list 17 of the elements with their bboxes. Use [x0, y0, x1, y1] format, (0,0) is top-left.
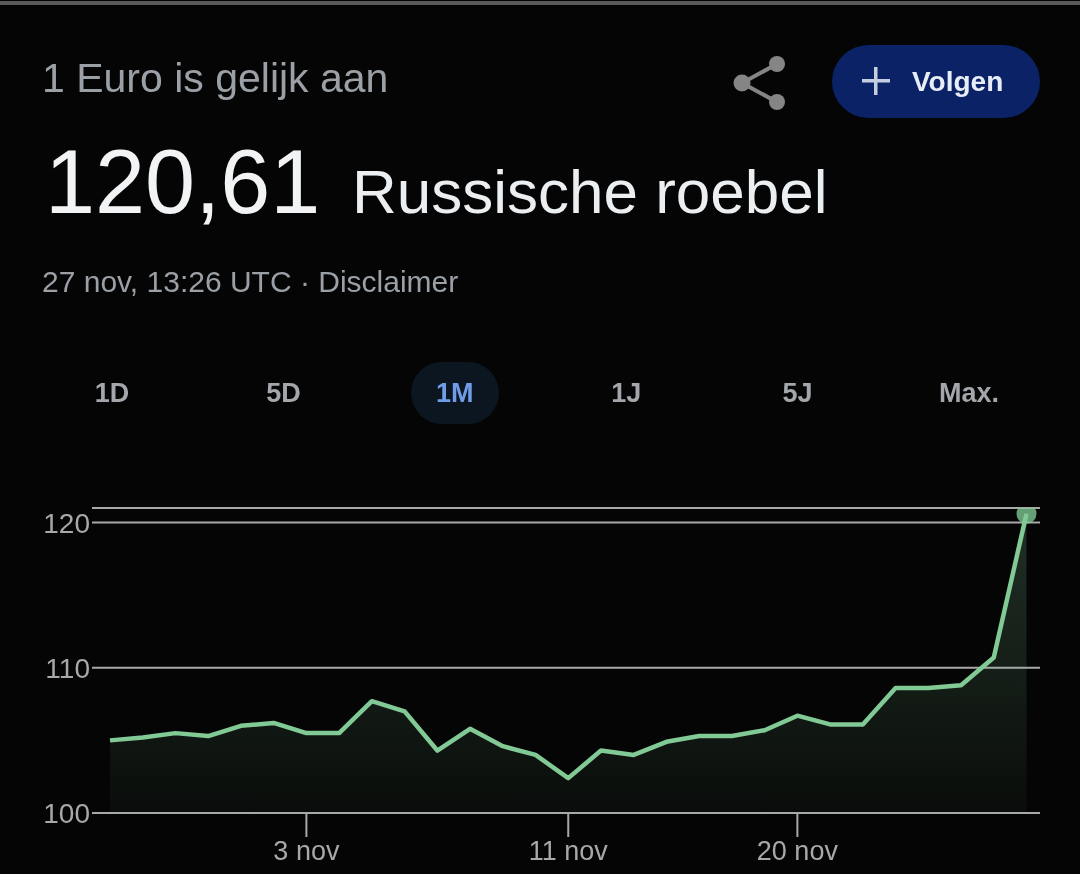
text: 1J — [610, 377, 643, 408]
text: Russische roebel — [352, 156, 828, 226]
chart-subtitle: 27 nov, 13:26 UTC · Disclaimer — [42, 264, 459, 298]
text: 5D — [265, 377, 302, 408]
text: Max. — [938, 377, 1000, 408]
y-tick-label: 120 — [43, 507, 90, 539]
chart-title: 1 Euro is gelijk aan — [42, 55, 389, 102]
button: Volgen — [832, 45, 1040, 118]
x-tick-label: 20 nov — [756, 836, 839, 866]
x-tick-label: 3 nov — [273, 836, 340, 866]
text: 1M — [435, 377, 475, 408]
x-tick-label: 11 nov — [528, 836, 609, 866]
text: 1D — [93, 377, 131, 408]
text: 5J — [781, 377, 814, 408]
y-tick-label: 100 — [43, 798, 90, 829]
y-tick-label: 110 — [45, 652, 90, 684]
text: 120,61 — [45, 131, 321, 232]
